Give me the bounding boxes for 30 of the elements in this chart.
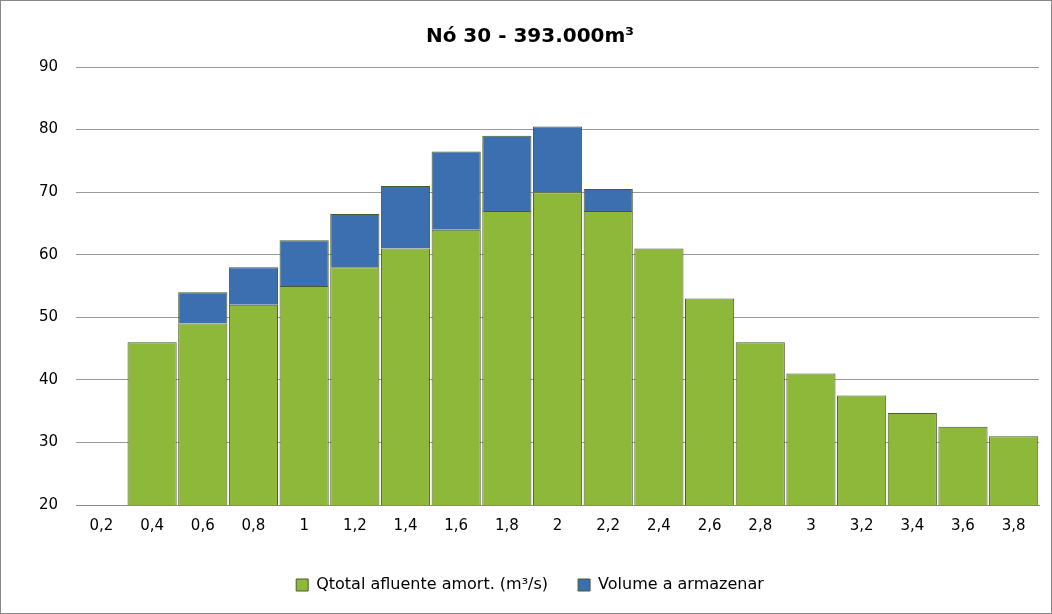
- y-tick-label: 40: [38, 369, 59, 388]
- x-tick-label: 1,2: [342, 515, 367, 534]
- x-tick-label: 1,6: [444, 515, 469, 534]
- x-tick-label: 3: [806, 515, 816, 534]
- x-tick-label: 0,2: [89, 515, 114, 534]
- y-tick-label: 70: [38, 182, 59, 201]
- x-tick-label: 0,8: [241, 515, 266, 534]
- x-tick-label: 1,8: [494, 515, 519, 534]
- chart-title: Nó 30 - 393.000m³: [425, 23, 635, 48]
- x-tick-label: 0,6: [190, 515, 215, 534]
- x-tick-label: 2,8: [748, 515, 773, 534]
- x-tick-label: 2: [552, 515, 563, 534]
- y-tick-label: 60: [38, 244, 59, 263]
- y-tick-label: 80: [38, 119, 59, 138]
- x-tick-label: 2,6: [697, 515, 722, 534]
- x-tick-label: 1,4: [393, 515, 418, 534]
- x-tick-label: 0,4: [140, 515, 165, 534]
- legend-label: Qtotal afluente amort. (m³/s): [316, 574, 549, 594]
- x-tick-label: 3,4: [900, 515, 925, 534]
- x-tick-label: 3,2: [849, 515, 874, 534]
- y-tick-label: 30: [38, 432, 59, 451]
- x-tick-label: 2,4: [646, 515, 671, 534]
- y-tick-label: 50: [38, 307, 59, 326]
- x-tick-label: 3,8: [1001, 515, 1026, 534]
- y-tick-label: 20: [38, 494, 59, 513]
- x-tick-label: 3,6: [951, 515, 975, 534]
- x-tick-label: 2,2: [596, 515, 621, 534]
- x-tick-label: 1: [299, 515, 309, 534]
- legend-label: Volume a armazenar: [598, 574, 765, 594]
- y-tick-label: 90: [38, 56, 59, 75]
